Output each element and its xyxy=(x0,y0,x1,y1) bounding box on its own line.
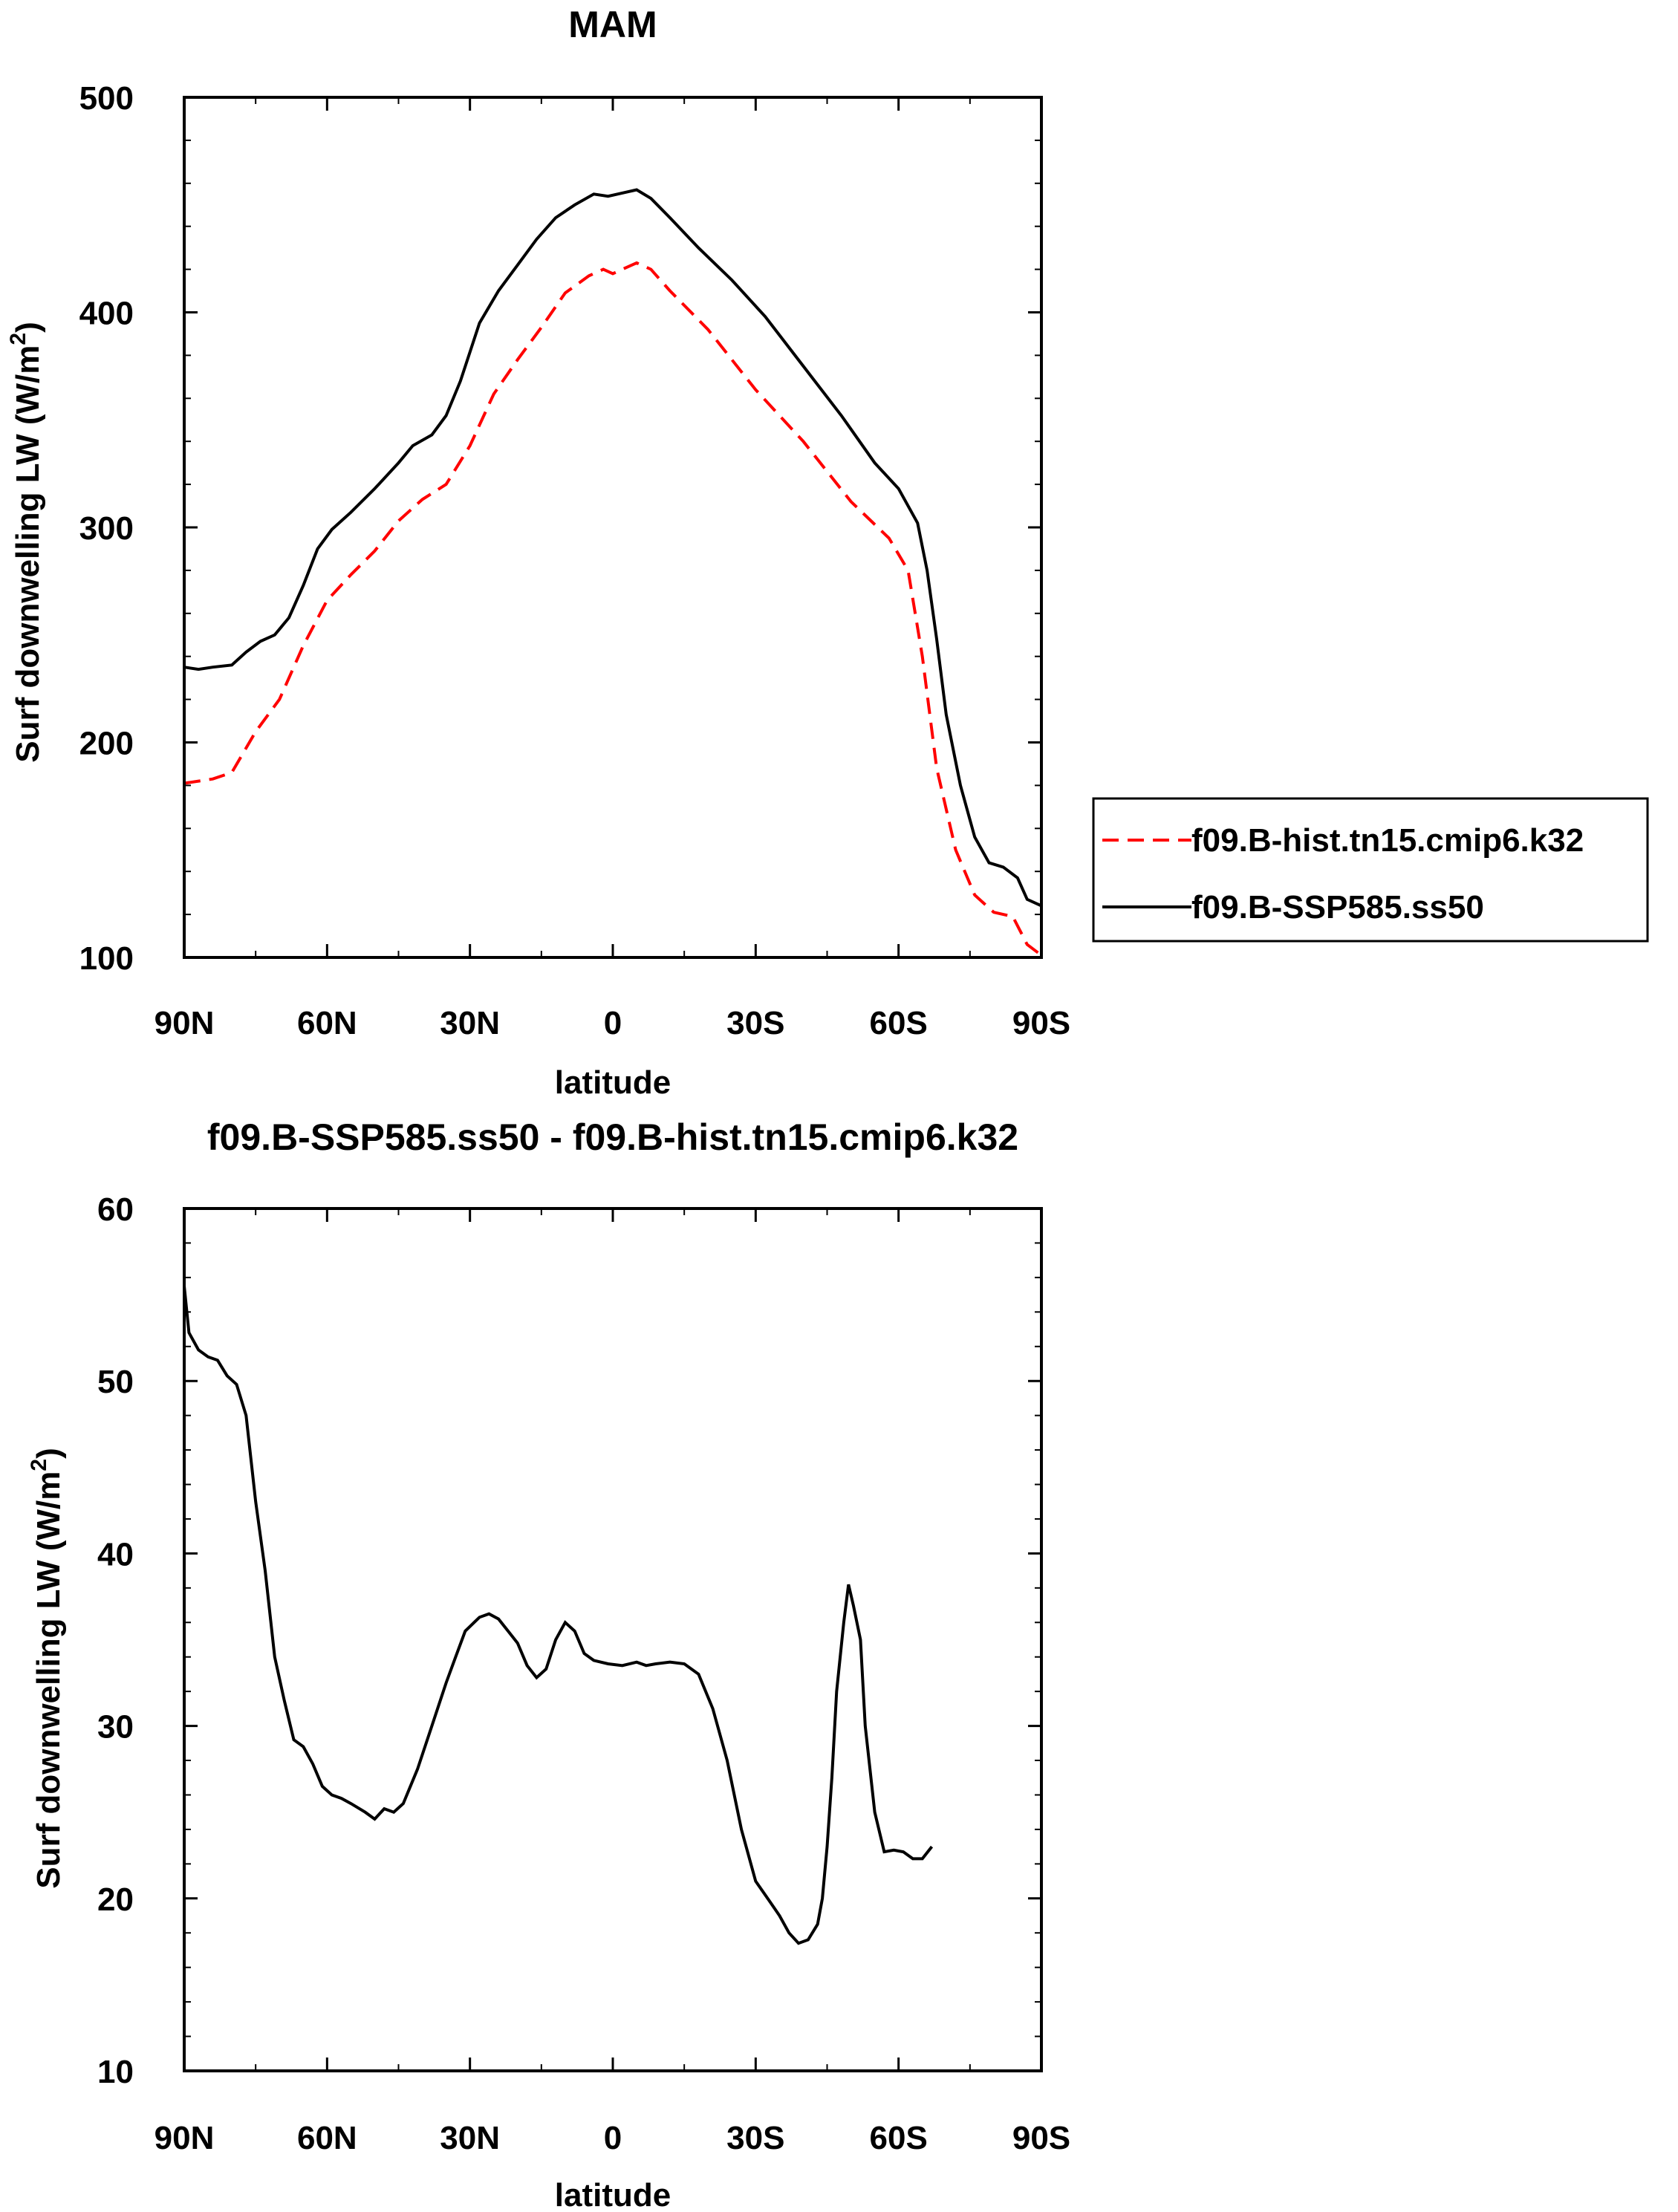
x-tick-label-60n: 60N xyxy=(297,2120,357,2156)
y-tick-label-400: 400 xyxy=(79,296,134,332)
x-tick-label-0: 0 xyxy=(604,1005,622,1041)
x-tick-label-0: 0 xyxy=(604,2120,622,2156)
panel-bottom-difference: f09.B-SSP585.ss50 - f09.B-hist.tn15.cmip… xyxy=(27,1116,1070,2212)
y-tick-label-100: 100 xyxy=(79,940,134,977)
x-axis-label: latitude xyxy=(555,2177,671,2212)
y-tick-label-60: 60 xyxy=(97,1191,134,1228)
legend: f09.B-hist.tn15.cmip6.k32 f09.B-SSP585.s… xyxy=(1092,797,1649,943)
y-tick-label-40: 40 xyxy=(97,1536,134,1572)
x-tick-label-90n: 90N xyxy=(155,2120,215,2156)
series-line-difference xyxy=(183,1286,934,1945)
x-tick-label-30s: 30S xyxy=(726,2120,784,2156)
x-tick-label-60s: 60S xyxy=(870,2120,928,2156)
y-axis-label-close: ) xyxy=(30,1448,67,1459)
y-tick-label-30: 30 xyxy=(97,1709,134,1746)
x-tick-label-30n: 30N xyxy=(440,1005,500,1041)
y-tick-label-200: 200 xyxy=(79,726,134,762)
x-tick-label-30s: 30S xyxy=(726,1005,784,1041)
y-axis-label-close: ) xyxy=(10,322,46,333)
plot-frame xyxy=(183,1207,1043,2072)
y-tick-label-50: 50 xyxy=(97,1364,134,1400)
y-tick-label-10: 10 xyxy=(97,2054,134,2090)
y-axis-label: Surf downwelling LW (W/m2) xyxy=(6,322,46,763)
y-axis-label-main: Surf downwelling LW (W/m xyxy=(30,1471,67,1889)
x-tick-labels: 90N 60N 30N 0 30S 60S 90S xyxy=(155,1005,1071,1041)
minor-ticks xyxy=(183,1208,1042,2072)
chart-title: MAM xyxy=(568,4,657,45)
y-tick-label-300: 300 xyxy=(79,510,134,547)
major-ticks xyxy=(183,96,1043,959)
minor-ticks xyxy=(183,97,1042,958)
chart-title: f09.B-SSP585.ss50 - f09.B-hist.tn15.cmip… xyxy=(207,1116,1018,1158)
x-tick-label-90s: 90S xyxy=(1012,2120,1070,2156)
legend-label-hist: f09.B-hist.tn15.cmip6.k32 xyxy=(1191,822,1584,859)
y-tick-label-500: 500 xyxy=(79,80,134,117)
x-tick-label-30n: 30N xyxy=(440,2120,500,2156)
major-ticks xyxy=(183,1207,1043,2072)
y-axis-label: Surf downwelling LW (W/m2) xyxy=(27,1448,67,1889)
x-tick-label-90n: 90N xyxy=(155,1005,215,1041)
x-tick-labels: 90N 60N 30N 0 30S 60S 90S xyxy=(155,2120,1071,2156)
y-axis-label-superscript: 2 xyxy=(27,1459,51,1471)
y-tick-label-20: 20 xyxy=(97,1881,134,1918)
x-axis-label: latitude xyxy=(555,1064,671,1101)
panel-top-mam: MAM 90N 60N 30N 0 30S 60S 90S 100 200 30… xyxy=(6,4,1070,1101)
y-axis-label-main: Surf downwelling LW (W/m xyxy=(10,345,46,763)
series-line-ssp585 xyxy=(183,188,1042,908)
y-tick-labels: 100 200 300 400 500 xyxy=(79,80,134,977)
plot-frame xyxy=(183,96,1043,959)
y-tick-labels: 10 20 30 40 50 60 xyxy=(97,1191,134,2090)
x-tick-label-60s: 60S xyxy=(870,1005,928,1041)
series-line-hist xyxy=(183,261,1043,957)
x-tick-label-90s: 90S xyxy=(1012,1005,1070,1041)
legend-box xyxy=(1092,797,1649,943)
y-axis-label-superscript: 2 xyxy=(6,333,30,345)
x-tick-label-60n: 60N xyxy=(297,1005,357,1041)
legend-label-ssp585: f09.B-SSP585.ss50 xyxy=(1191,889,1484,926)
